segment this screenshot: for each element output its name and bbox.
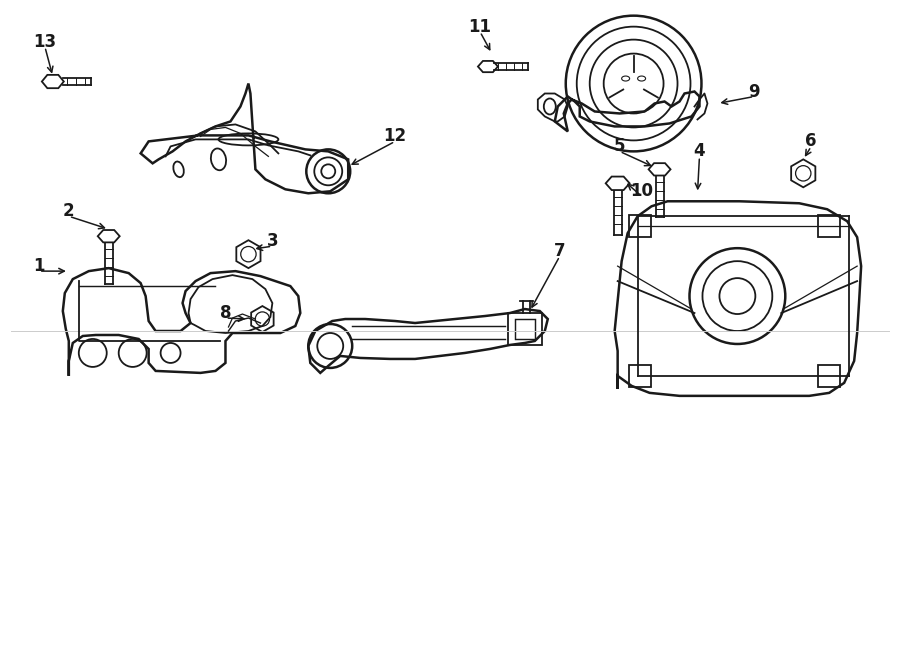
Text: 3: 3 — [266, 232, 278, 250]
Text: 11: 11 — [468, 18, 491, 36]
Text: 2: 2 — [63, 202, 75, 220]
Text: 4: 4 — [694, 142, 706, 161]
Text: 13: 13 — [33, 32, 57, 51]
Text: 8: 8 — [220, 304, 231, 322]
Text: 6: 6 — [806, 132, 817, 151]
Text: 9: 9 — [749, 83, 760, 100]
Text: 5: 5 — [614, 137, 626, 155]
Text: 12: 12 — [383, 128, 407, 145]
Text: 7: 7 — [554, 242, 565, 260]
Text: 1: 1 — [33, 257, 45, 275]
Text: 10: 10 — [630, 182, 653, 200]
